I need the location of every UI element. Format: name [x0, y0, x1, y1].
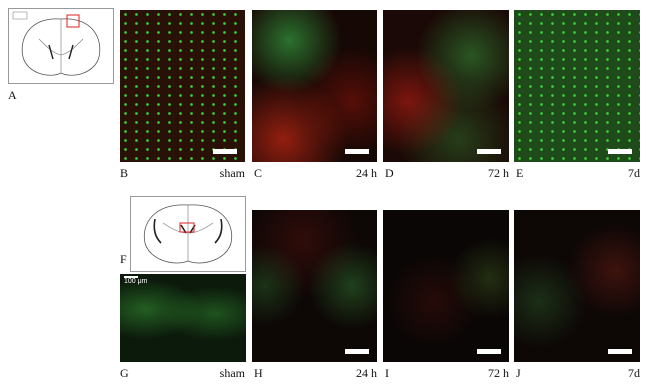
micrograph	[120, 10, 245, 162]
panel-condition: sham	[219, 366, 245, 380]
scale-bar	[608, 149, 632, 154]
panel-condition: 7d	[628, 166, 640, 180]
scale-bar	[345, 149, 369, 154]
panel-letter: E	[516, 166, 524, 180]
micrograph	[252, 210, 377, 362]
panel-letter: B	[120, 166, 129, 180]
panel-condition: 24 h	[356, 166, 377, 180]
panel-condition: 72 h	[488, 366, 509, 380]
panel-condition: 72 h	[488, 166, 509, 180]
panel-letter: H	[254, 366, 263, 380]
scale-bar	[477, 349, 501, 354]
atlas-section	[130, 196, 246, 272]
panel-letter: J	[516, 366, 521, 380]
micrograph	[514, 210, 640, 362]
panel-letter: C	[254, 166, 263, 180]
scale-label: 100 μm	[124, 278, 148, 285]
scale-bar	[608, 349, 632, 354]
micrograph	[383, 10, 509, 162]
scale-bar	[124, 276, 138, 278]
panel-letter: F	[120, 252, 127, 266]
scale-bar	[345, 349, 369, 354]
micrograph	[252, 10, 377, 162]
scale-bar	[477, 149, 501, 154]
micrograph	[383, 210, 509, 362]
scale-bar	[213, 149, 237, 154]
panel-letter: A	[8, 88, 17, 102]
panel-letter: G	[120, 366, 129, 380]
micrograph	[514, 10, 640, 162]
panel-condition: sham	[219, 166, 245, 180]
panel-letter: I	[385, 366, 389, 380]
micrograph: 100 μm	[120, 274, 246, 362]
panel-letter: D	[385, 166, 394, 180]
atlas-section	[8, 8, 114, 84]
panel-condition: 7d	[628, 366, 640, 380]
panel-condition: 24 h	[356, 366, 377, 380]
